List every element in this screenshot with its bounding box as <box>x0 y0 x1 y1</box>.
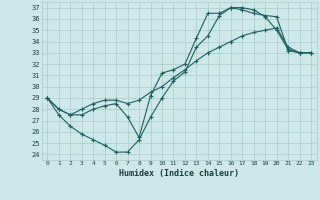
X-axis label: Humidex (Indice chaleur): Humidex (Indice chaleur) <box>119 169 239 178</box>
